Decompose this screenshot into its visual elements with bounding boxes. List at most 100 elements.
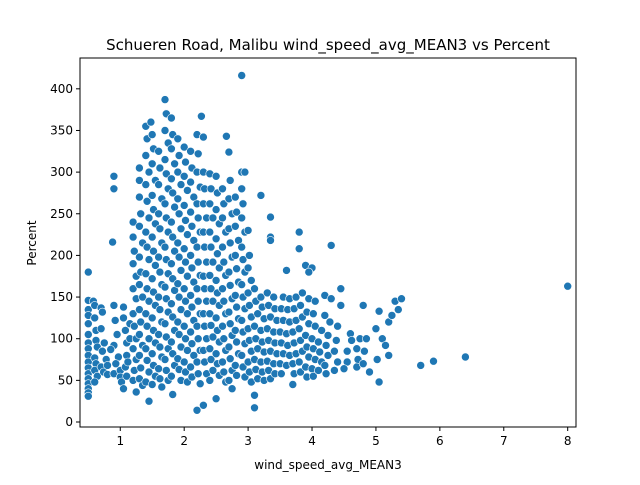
data-point	[314, 337, 323, 347]
data-point	[144, 255, 154, 264]
data-point	[183, 309, 192, 319]
data-point	[155, 267, 165, 277]
data-point	[121, 326, 130, 335]
data-point	[245, 301, 254, 310]
data-point	[141, 180, 151, 189]
data-point	[181, 334, 190, 344]
data-point	[339, 364, 349, 374]
data-point	[192, 357, 202, 367]
data-point	[144, 213, 154, 223]
data-point	[186, 207, 195, 217]
data-point	[374, 377, 384, 387]
data-point	[131, 387, 141, 397]
data-point	[193, 369, 203, 379]
data-point	[294, 227, 304, 237]
y-tick-label: 200	[50, 248, 73, 262]
data-point	[320, 311, 330, 320]
data-point	[310, 321, 320, 331]
data-point	[155, 163, 165, 173]
data-point	[135, 163, 144, 173]
data-point	[317, 326, 326, 335]
data-point	[84, 391, 93, 401]
data-point	[174, 330, 184, 339]
data-point	[183, 346, 192, 355]
data-point	[181, 257, 190, 267]
data-point	[224, 147, 234, 157]
data-point	[371, 324, 381, 334]
data-point	[193, 213, 203, 223]
data-point	[250, 403, 259, 413]
data-point	[142, 356, 152, 365]
data-point	[416, 361, 426, 370]
data-point	[147, 274, 157, 284]
data-point	[173, 238, 183, 248]
data-point	[314, 366, 323, 375]
data-point	[381, 341, 390, 350]
data-point	[147, 130, 157, 139]
data-point	[232, 337, 241, 347]
data-point	[167, 337, 176, 347]
data-point	[192, 242, 202, 252]
data-point	[170, 246, 179, 256]
data-point	[192, 405, 202, 415]
data-point	[173, 134, 183, 144]
data-point	[151, 261, 160, 270]
data-point	[154, 330, 163, 339]
data-point	[237, 351, 246, 360]
data-point	[155, 224, 165, 234]
data-point	[206, 184, 216, 194]
data-point	[160, 242, 170, 252]
data-point	[162, 332, 171, 342]
data-point	[231, 361, 240, 370]
data-point	[384, 351, 394, 360]
data-point	[179, 244, 189, 253]
data-point	[227, 384, 237, 394]
data-point	[218, 184, 227, 194]
data-point	[162, 294, 171, 304]
data-point	[358, 301, 368, 310]
data-point	[186, 147, 195, 156]
y-tick-label: 250	[50, 207, 73, 221]
data-point	[108, 237, 117, 247]
data-point	[243, 263, 253, 273]
data-point	[296, 336, 305, 345]
data-point	[211, 205, 221, 214]
data-point	[155, 342, 165, 352]
data-point	[176, 266, 186, 275]
data-point	[103, 361, 112, 370]
data-point	[336, 301, 346, 310]
data-point	[170, 202, 179, 212]
data-point	[130, 321, 139, 331]
data-point	[119, 384, 128, 394]
data-point	[323, 351, 333, 360]
data-point	[276, 369, 286, 379]
data-point	[250, 284, 259, 294]
data-point	[167, 113, 176, 123]
data-point	[237, 242, 246, 252]
data-point	[84, 267, 93, 277]
data-point	[208, 257, 218, 267]
data-point	[112, 330, 122, 339]
data-point	[167, 299, 176, 309]
data-point	[296, 301, 305, 310]
data-point	[183, 230, 192, 239]
data-point	[167, 217, 176, 227]
data-point	[162, 169, 171, 179]
data-point	[84, 330, 93, 339]
data-point	[141, 269, 151, 279]
data-point	[205, 376, 215, 385]
data-point	[167, 371, 176, 381]
data-point	[215, 263, 224, 273]
data-point	[205, 199, 215, 209]
data-point	[195, 379, 205, 389]
data-point	[192, 284, 202, 294]
y-tick-label: 0	[65, 415, 73, 429]
data-point	[238, 255, 248, 264]
data-point	[245, 251, 254, 260]
data-point	[122, 371, 131, 381]
data-point	[160, 95, 170, 104]
data-point	[109, 172, 119, 181]
data-point	[342, 346, 352, 356]
y-axis-label: Percent	[25, 220, 39, 265]
